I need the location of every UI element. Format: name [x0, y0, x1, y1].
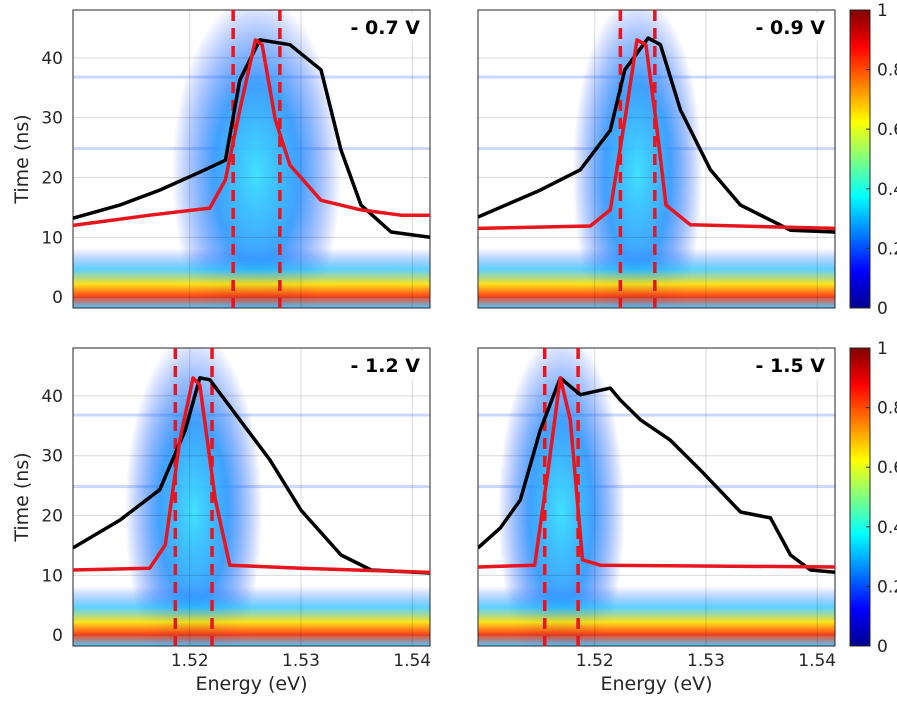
heatmap-column — [171, 10, 342, 308]
colorbar-tick-label: 0.2 — [877, 577, 897, 597]
x-tick-label: 1.53 — [282, 651, 320, 671]
title-bg — [326, 351, 426, 379]
y-tick-label: 40 — [41, 387, 63, 407]
colorbar-tick-label: 1 — [877, 339, 888, 359]
profile-line — [73, 38, 430, 240]
y-tick-label: 20 — [41, 507, 63, 527]
heatmap-band — [73, 248, 430, 308]
heatmap — [73, 10, 430, 308]
x-axis-label: Energy (eV) — [195, 673, 307, 695]
y-tick-label: 30 — [41, 109, 63, 129]
heatmap-streak — [478, 485, 835, 489]
overlay — [478, 348, 835, 646]
title-bg — [731, 351, 831, 379]
y-tick-label: 0 — [52, 288, 63, 308]
heatmap-streak — [478, 413, 835, 417]
x-tick-label: 1.54 — [798, 651, 836, 671]
panel-title: - 1.5 V — [756, 355, 826, 377]
colorbar — [849, 9, 871, 309]
y-tick-label: 20 — [41, 169, 63, 189]
y-tick-label: 40 — [41, 49, 63, 69]
x-tick-label: 1.53 — [687, 651, 725, 671]
x-axis-label: Energy (eV) — [600, 673, 712, 695]
panel-title: - 1.2 V — [351, 355, 421, 377]
title-bg — [326, 13, 426, 41]
overlay — [73, 10, 430, 308]
axes-box — [72, 9, 431, 309]
y-tick-label: 0 — [52, 626, 63, 646]
profile-line — [478, 376, 835, 575]
profile-line — [73, 376, 430, 575]
colorbar-tick-label: 0.4 — [877, 180, 897, 200]
colorbar — [849, 347, 871, 647]
panel-title: - 0.7 V — [351, 17, 421, 39]
heatmap-band — [478, 586, 835, 646]
heatmap-column — [124, 348, 263, 646]
profile-line — [478, 36, 835, 234]
overlay — [73, 348, 430, 646]
x-tick-label: 1.52 — [576, 651, 614, 671]
y-tick-label: 10 — [41, 566, 63, 586]
y-axis-label: Time (ns) — [11, 452, 33, 542]
profile-line — [73, 376, 430, 575]
x-tick-label: 1.52 — [171, 651, 209, 671]
profile-line — [478, 376, 835, 569]
axes-box — [477, 347, 836, 647]
heatmap-column — [572, 10, 703, 308]
colorbar-tick-label: 1 — [877, 1, 888, 21]
profile-line — [73, 38, 430, 228]
colorbar-tick-label: 0.8 — [877, 61, 897, 81]
axes-box — [72, 347, 431, 647]
colorbar-tick-label: 0 — [877, 299, 888, 319]
colorbar-tick-label: 0.6 — [877, 120, 897, 140]
y-axis-label: Time (ns) — [11, 114, 33, 204]
heatmap — [73, 348, 430, 646]
heatmap-streak — [73, 413, 430, 417]
profile-line — [478, 38, 835, 231]
heatmap-band — [73, 586, 430, 646]
y-tick-label: 30 — [41, 447, 63, 467]
colorbar-tick-label: 0.6 — [877, 458, 897, 478]
colorbar-tick-label: 0.8 — [877, 399, 897, 419]
heatmap-column — [498, 348, 625, 646]
y-tick-label: 10 — [41, 228, 63, 248]
panel-title: - 0.9 V — [756, 17, 826, 39]
x-tick-label: 1.54 — [393, 651, 431, 671]
colorbar-tick-label: 0.4 — [877, 518, 897, 538]
colorbar-tick-label: 0.2 — [877, 239, 897, 259]
heatmap — [478, 348, 835, 646]
overlay — [478, 10, 835, 308]
title-bg — [731, 13, 831, 41]
colorbar-tick-label: 0 — [877, 637, 888, 657]
